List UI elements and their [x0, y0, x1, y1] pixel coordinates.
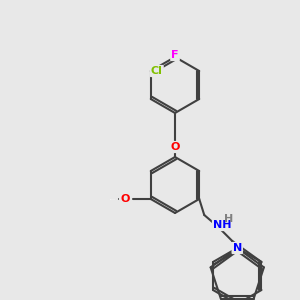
Text: F: F: [171, 50, 179, 60]
Text: N: N: [232, 243, 242, 253]
Text: O: O: [170, 142, 180, 152]
Text: H: H: [224, 214, 233, 224]
Text: O: O: [120, 194, 129, 204]
Text: NH: NH: [213, 220, 232, 230]
Text: Cl: Cl: [151, 66, 163, 76]
Text: methoxy: methoxy: [110, 198, 116, 200]
